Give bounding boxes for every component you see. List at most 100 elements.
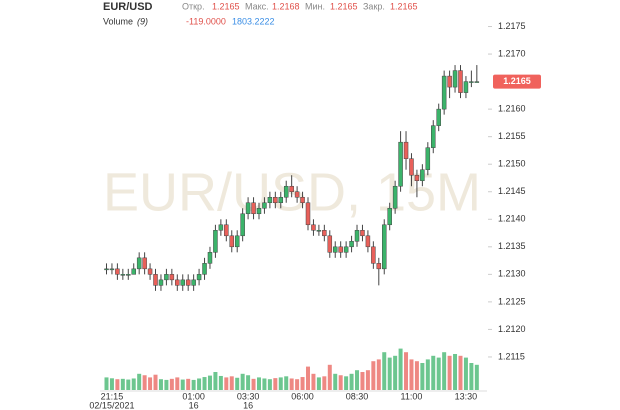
- volume-bar: [229, 376, 234, 390]
- volume-bar: [306, 366, 311, 390]
- volume-bar: [436, 357, 441, 390]
- candle-body: [414, 174, 420, 181]
- volume-bar: [398, 348, 403, 390]
- volume-bar: [191, 379, 196, 390]
- candle-body: [196, 274, 202, 281]
- candle-body: [360, 230, 365, 237]
- volume-bar: [202, 377, 207, 390]
- volume-bar: [295, 379, 300, 390]
- volume-bar: [382, 352, 387, 390]
- candle-body: [463, 81, 469, 93]
- volume-bar: [344, 376, 349, 390]
- volume-bar: [207, 375, 212, 390]
- volume-bar: [169, 378, 174, 390]
- volume-bar: [333, 373, 338, 390]
- close-value: 1.2165: [390, 1, 418, 11]
- volume-bar: [224, 377, 229, 390]
- y-tick-label: 1.2150: [498, 159, 526, 169]
- candle-body: [175, 279, 180, 286]
- y-tick-label: 1.2155: [498, 131, 526, 141]
- volume-bar: [115, 379, 120, 390]
- candle-body: [126, 274, 131, 276]
- y-tick-label: 1.2125: [498, 296, 526, 306]
- candle-body: [131, 268, 136, 275]
- volume-period: (9): [137, 16, 148, 26]
- candle-body: [164, 274, 169, 281]
- candle-body: [180, 279, 185, 286]
- x-tick-label: 03:30: [237, 391, 260, 401]
- y-tick-label: 1.2145: [498, 186, 526, 196]
- volume-bar: [442, 352, 447, 390]
- candle-body: [447, 75, 452, 88]
- volume-bar: [267, 379, 272, 390]
- volume-bar: [393, 355, 398, 390]
- volume-bar: [284, 376, 289, 390]
- candle-body: [365, 235, 371, 248]
- candle-body: [251, 202, 256, 215]
- volume-bar: [131, 378, 136, 390]
- volume-bar: [338, 375, 343, 390]
- volume-bar: [273, 378, 278, 390]
- y-tick-label: 1.2170: [498, 48, 526, 58]
- x-tick-label: 21:15: [101, 391, 124, 401]
- candle-body: [262, 202, 267, 209]
- volume-bar: [104, 377, 109, 390]
- volume-bar: [158, 379, 163, 390]
- candle-body: [120, 274, 126, 276]
- candle-body: [381, 224, 387, 270]
- candle-body: [409, 158, 414, 176]
- candle-body: [338, 246, 343, 253]
- candle-body: [267, 196, 273, 204]
- volume-bar: [218, 375, 223, 390]
- volume-bar: [240, 373, 245, 390]
- volume-bar: [186, 378, 191, 390]
- candle-body: [224, 224, 229, 237]
- volume-value: -119.0000: [186, 16, 226, 26]
- candle-body: [436, 108, 441, 126]
- volume-label: Volume: [103, 16, 133, 26]
- volume-bar: [376, 359, 381, 390]
- candle-body: [104, 268, 109, 271]
- volume-bar: [463, 357, 468, 390]
- volume-bar: [365, 370, 370, 390]
- volume-bar: [235, 377, 240, 390]
- candle-body: [474, 81, 480, 83]
- y-tick-label: 1.2140: [498, 214, 526, 224]
- volume-bar: [322, 376, 327, 390]
- volume-bar: [109, 378, 114, 390]
- candle-body: [245, 202, 251, 215]
- candle-body: [392, 185, 398, 209]
- low-value: 1.2165: [330, 1, 358, 11]
- volume-bar: [349, 373, 354, 390]
- candle-body: [300, 196, 305, 204]
- volume-bar: [246, 375, 251, 390]
- candle-body: [234, 235, 240, 248]
- candle-body: [136, 257, 142, 270]
- x-tick-label: 06:00: [291, 391, 314, 401]
- x-tick-label: 13:30: [455, 391, 478, 401]
- candle-body: [354, 230, 360, 242]
- candle-body: [420, 169, 425, 181]
- candle-body: [153, 274, 158, 286]
- volume-bar: [355, 370, 360, 390]
- volume-bar: [256, 377, 261, 390]
- candle-body: [202, 263, 207, 275]
- candle-body: [213, 230, 218, 253]
- candle-body: [311, 224, 316, 231]
- volume-bar: [458, 355, 463, 390]
- candle-body: [332, 246, 338, 253]
- candle-body: [273, 196, 278, 204]
- candle-body: [240, 213, 245, 237]
- candle-body: [294, 191, 300, 198]
- candle-body: [349, 241, 354, 248]
- high-label: Макс.: [245, 1, 269, 11]
- volume-bar: [474, 364, 479, 390]
- symbol: EUR/USD: [103, 1, 153, 13]
- candle-body: [283, 185, 289, 198]
- volume-bar: [447, 355, 452, 390]
- candle-body: [452, 70, 458, 88]
- candle-body: [469, 81, 474, 83]
- volume-bar: [175, 377, 180, 390]
- volume-bar: [311, 373, 316, 390]
- volume-bar: [153, 374, 158, 390]
